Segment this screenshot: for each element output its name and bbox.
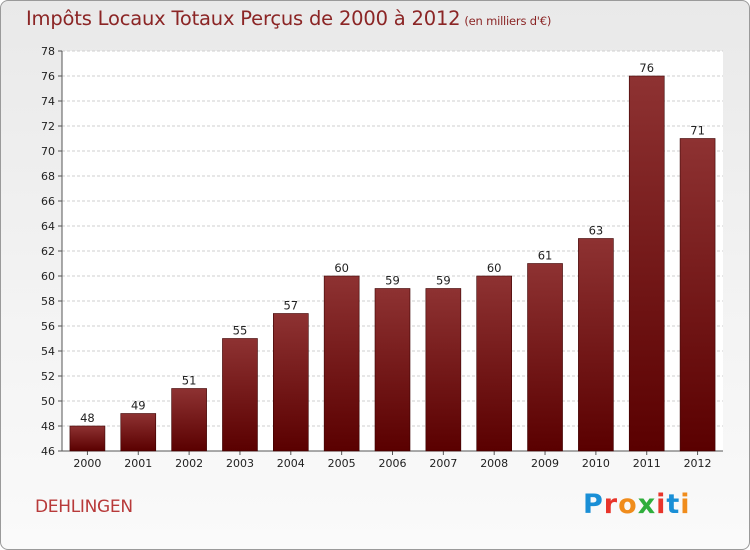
y-tick-label: 52 [41, 370, 55, 383]
data-label-2009: 61 [538, 249, 553, 263]
bar-2003 [222, 338, 258, 452]
data-label-2001: 49 [131, 399, 146, 413]
bar-2004 [273, 313, 309, 452]
x-tick-label-2012: 2012 [684, 457, 712, 470]
data-label-2003: 55 [233, 324, 248, 338]
y-tick-label: 62 [41, 245, 55, 258]
proxiti-logo[interactable]: Proxiti [583, 489, 691, 520]
bar-2001 [120, 413, 157, 452]
bars [69, 75, 716, 452]
logo-letter: x [637, 489, 657, 520]
title-text: Impôts Locaux Totaux Perçus de 2000 à 20… [26, 7, 461, 30]
data-label-2011: 76 [639, 61, 654, 75]
y-tick-label: 48 [41, 420, 55, 433]
logo-letter: i [680, 489, 691, 520]
logo-letter: i [656, 489, 667, 520]
x-tick-label-2009: 2009 [531, 457, 559, 470]
data-label-2008: 60 [487, 261, 502, 275]
x-tick-label-2004: 2004 [277, 457, 305, 470]
data-label-2000: 48 [80, 411, 95, 425]
x-tick-label-2005: 2005 [328, 457, 356, 470]
logo-letter: o [618, 489, 638, 520]
bar-2000 [69, 425, 106, 452]
bar-2009 [527, 263, 563, 452]
y-tick-label: 58 [41, 295, 55, 308]
y-tick-label: 54 [41, 345, 55, 358]
logo-letter: t [666, 489, 681, 520]
data-label-2002: 51 [182, 374, 197, 388]
unit-note: (en milliers d'€) [464, 14, 552, 28]
data-label-2012: 71 [690, 124, 705, 138]
x-tick-label-2007: 2007 [429, 457, 457, 470]
data-labels: 48 49 51 55 57 60 59 59 60 61 63 76 71 [80, 61, 705, 425]
logo-letter: P [583, 489, 604, 520]
y-tick-label: 60 [41, 270, 55, 283]
chart-title: Impôts Locaux Totaux Perçus de 2000 à 20… [26, 7, 551, 30]
x-tick-label-2010: 2010 [582, 457, 610, 470]
x-tick-label-2000: 2000 [73, 457, 101, 470]
x-tick-label-2011: 2011 [633, 457, 661, 470]
y-tick-label: 50 [41, 395, 55, 408]
y-tick-label: 76 [41, 70, 55, 83]
y-tick-label: 64 [41, 220, 55, 233]
data-label-2010: 63 [589, 224, 604, 238]
bar-2002 [171, 388, 207, 452]
x-tick-label-2008: 2008 [480, 457, 508, 470]
bar-2010 [578, 238, 614, 452]
y-tick-label: 78 [41, 45, 55, 58]
data-label-2007: 59 [436, 274, 451, 288]
bar-2007 [425, 288, 462, 452]
location-name: DEHLINGEN [35, 497, 133, 517]
bar-2008 [476, 275, 512, 452]
y-tick-label: 74 [41, 95, 55, 108]
data-label-2005: 60 [334, 261, 349, 275]
bar-2006 [374, 288, 411, 452]
y-tick-label: 68 [41, 170, 55, 183]
x-tick-label-2006: 2006 [379, 457, 407, 470]
y-tick-label: 66 [41, 195, 55, 208]
bar-2005 [323, 275, 360, 452]
x-tick-label-2003: 2003 [226, 457, 254, 470]
y-tick-label: 70 [41, 145, 55, 158]
bar-2011 [628, 75, 665, 452]
y-tick-label: 46 [41, 445, 55, 458]
data-label-2004: 57 [283, 299, 298, 313]
logo-letter: r [603, 489, 619, 520]
y-tick-label: 72 [41, 120, 55, 133]
x-tick-label-2001: 2001 [124, 457, 152, 470]
data-label-2006: 59 [385, 274, 400, 288]
y-tick-label: 56 [41, 320, 55, 333]
bar-2012 [679, 138, 716, 452]
x-tick-label-2002: 2002 [175, 457, 203, 470]
